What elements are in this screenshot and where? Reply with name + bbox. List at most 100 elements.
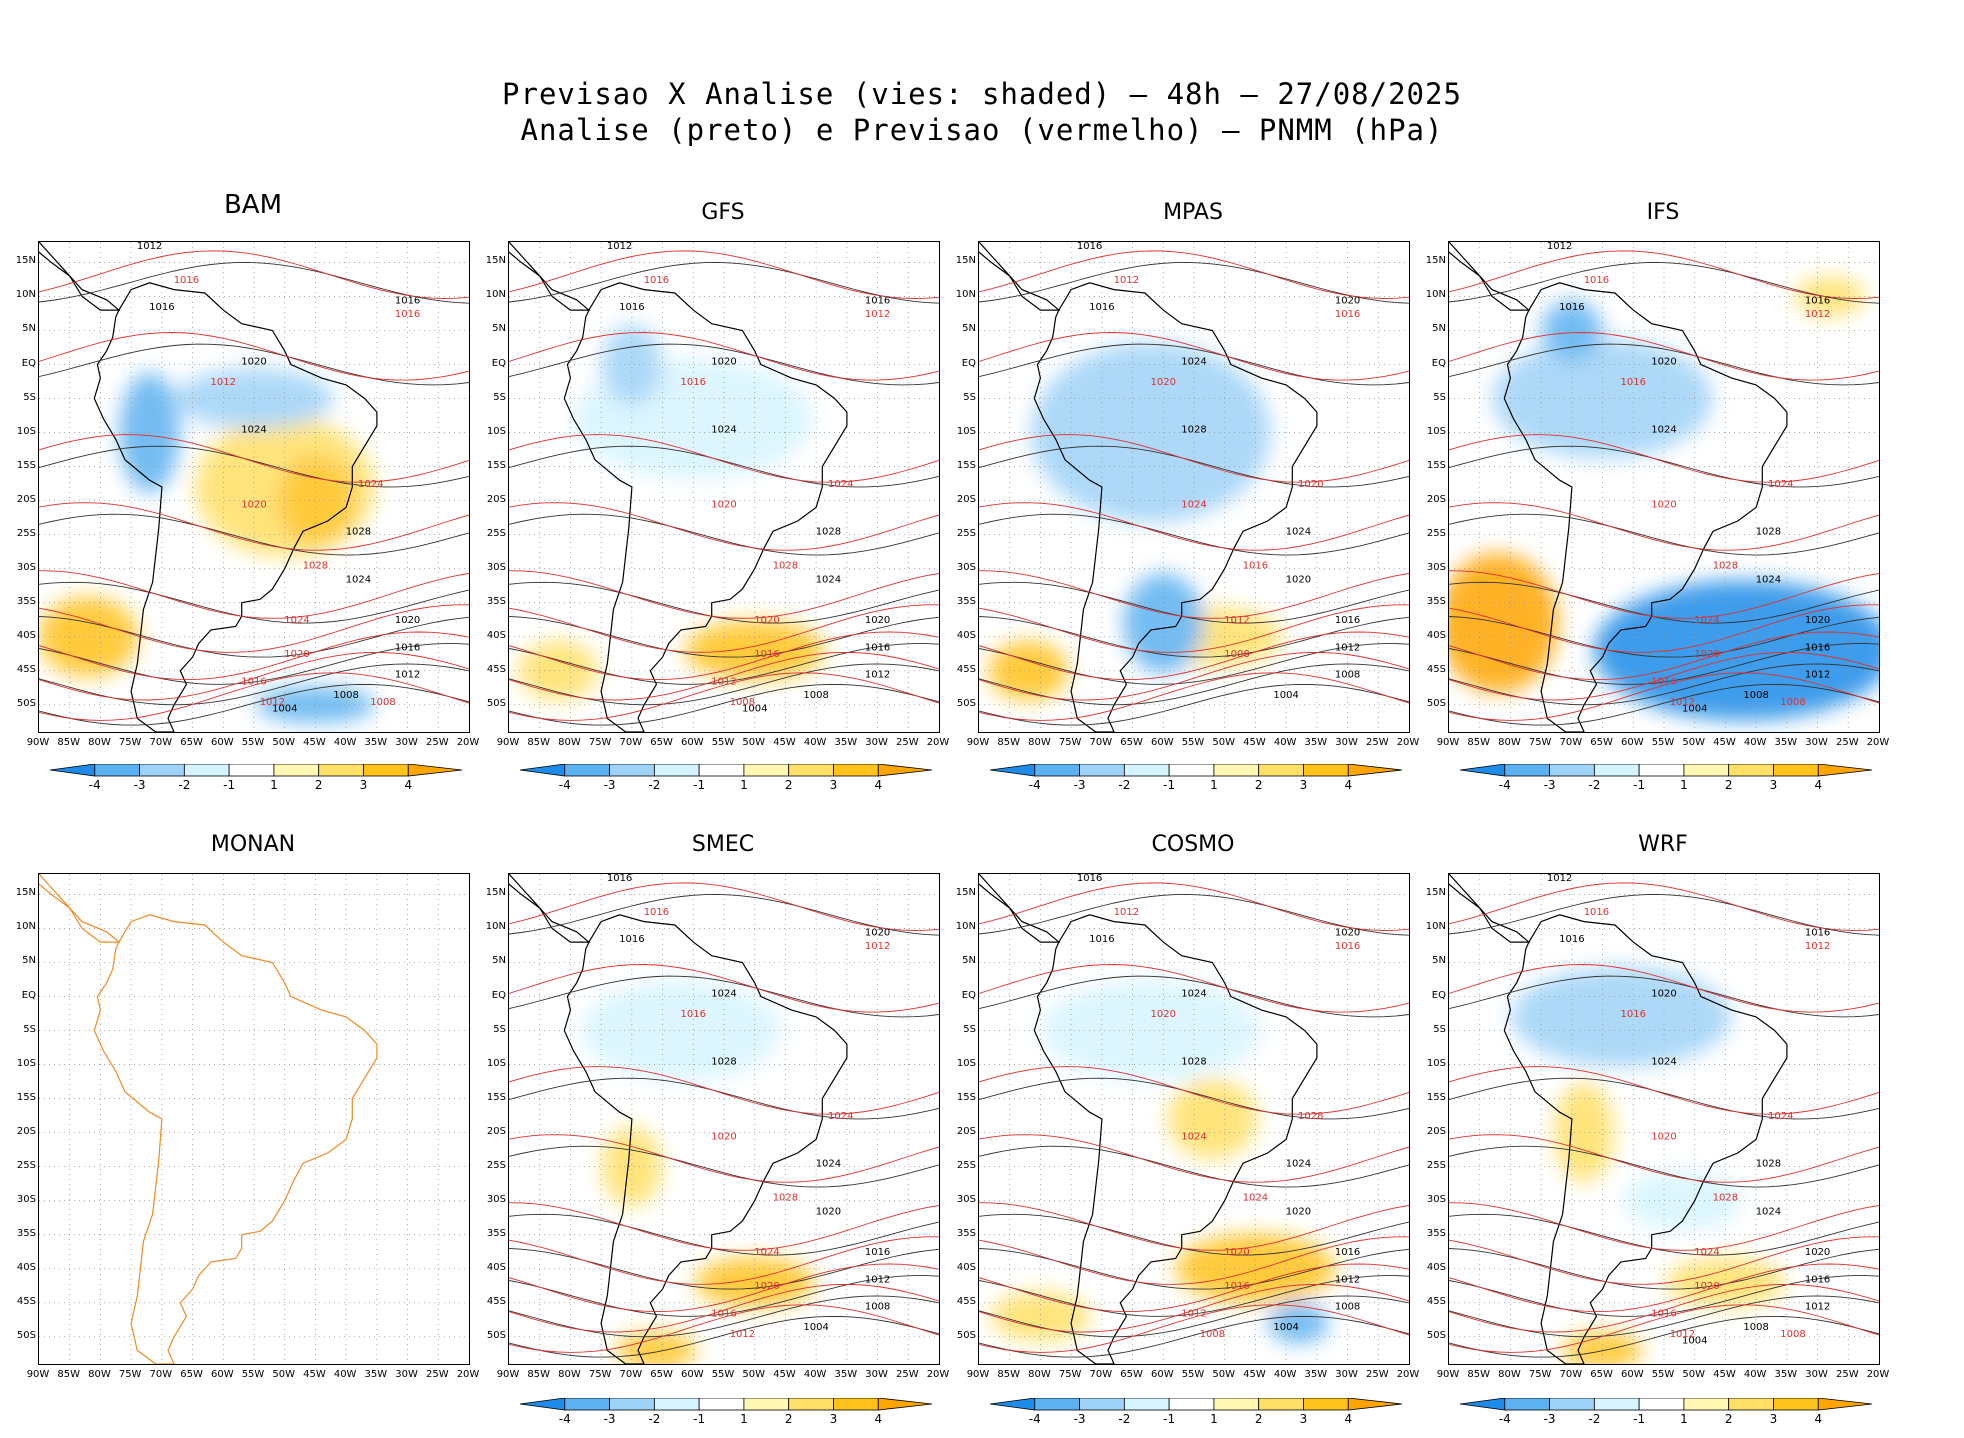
figure-title: Previsao X Analise (vies: shaded) – 48h …: [0, 76, 1964, 148]
lon-axis-ifs: 90W 85W 80W 75W 70W 65W 60W 55W 50W 45W 40W 35W 30W 2…: [1437, 737, 1890, 751]
colorbar-seg-cosmo-4: [1168, 1398, 1215, 1411]
lat-tick-wrf-1: 10N: [1425, 921, 1446, 933]
lon-tick-smec-12: 30W: [865, 1369, 888, 1380]
analysis-label-ifs-3: 1020: [1651, 357, 1676, 368]
colorbar-label-cosmo-5: 2: [1255, 1412, 1263, 1426]
lat-tick-monan-11: 40S: [16, 1261, 36, 1273]
colorbar-seg-bam-3: [183, 764, 230, 777]
analysis-label-ifs-10: 1008: [1743, 690, 1768, 701]
map-canvas-cosmo: 1016 1016 1020 1024 1028 1024 1020 1016 1012 1008…: [979, 874, 1409, 1364]
colorbar-seg-gfs-7: [833, 764, 879, 777]
lon-tick-monan-6: 60W: [210, 1369, 234, 1380]
colorbar-label-mpas-6: 3: [1300, 778, 1308, 792]
lat-tick-wrf-6: 15S: [1426, 1091, 1446, 1103]
lat-axis-monan: 15N 10N 5N EQ 5S 10S 15S 20S 25S 30S 35S 40S 45S 50S: [0, 873, 36, 1363]
lon-tick-bam-8: 50W: [272, 737, 296, 748]
lon-tick-smec-13: 25W: [895, 1369, 919, 1380]
forecast-label-ifs-7: 1020: [1694, 649, 1719, 660]
colorbar-label-cosmo-6: 3: [1300, 1412, 1308, 1426]
panel-title-mpas: MPAS: [1163, 200, 1223, 225]
colorbar-seg-wrf-5: [1683, 1398, 1730, 1411]
analysis-label-smec-6: 1020: [816, 1206, 841, 1217]
lat-tick-cosmo-0: 15N: [955, 887, 976, 899]
bias-shade-mpas-2: [988, 640, 1069, 701]
lat-tick-gfs-0: 15N: [485, 255, 506, 267]
lat-tick-mpas-3: EQ: [961, 357, 976, 369]
colorbar-seg-gfs-2: [609, 764, 655, 777]
lat-tick-gfs-11: 40S: [486, 629, 506, 641]
lon-tick-mpas-1: 85W: [997, 737, 1021, 748]
colorbar-seg-bam-6: [318, 764, 364, 777]
forecast-label-ifs-10: 1008: [1780, 697, 1805, 708]
colorbar-label-bam-0: -4: [89, 778, 101, 792]
lon-tick-monan-4: 70W: [149, 1369, 173, 1380]
lat-tick-gfs-13: 50S: [486, 697, 506, 709]
lat-tick-monan-2: 5N: [22, 955, 36, 967]
lat-tick-gfs-5: 10S: [486, 425, 506, 437]
forecast-label-wrf-2: 1016: [1621, 1009, 1646, 1020]
analysis-label-gfs-5: 1028: [816, 527, 841, 538]
lat-tick-cosmo-6: 15S: [956, 1091, 976, 1103]
forecast-label-wrf-1: 1012: [1805, 941, 1830, 952]
lon-tick-cosmo-11: 35W: [1304, 1369, 1328, 1380]
lat-tick-cosmo-8: 25S: [956, 1159, 976, 1171]
lat-tick-mpas-10: 35S: [956, 595, 976, 607]
panel-title-ifs: IFS: [1646, 200, 1680, 225]
bias-shade-cosmo-1: [1175, 1233, 1336, 1304]
bias-shade-smec-3: [616, 1332, 697, 1364]
analysis-label-mpas-1: 1016: [1089, 302, 1114, 313]
colorbar-seg-wrf-4: [1638, 1398, 1685, 1411]
forecast-label-bam-0: 1016: [174, 275, 199, 286]
map-canvas-mpas: 1016 1016 1020 1024 1028 1024 1020 1016 1012 1008…: [979, 242, 1409, 732]
lon-tick-ifs-13: 25W: [1835, 737, 1859, 748]
analysis-label-bam-5: 1028: [346, 527, 371, 538]
colorbar-label-smec-7: 4: [874, 1412, 882, 1426]
colorbar-label-bam-6: 3: [360, 778, 368, 792]
forecast-label-mpas-1: 1016: [1335, 309, 1360, 320]
bias-shade-cosmo-2: [1167, 1079, 1258, 1159]
title-line-2: Analise (preto) e Previsao (vermelho) – …: [520, 113, 1444, 147]
forecast-label-gfs-1: 1012: [865, 309, 890, 320]
forecast-label-gfs-9: 1008: [730, 697, 755, 708]
lat-axis-cosmo: 15N 10N 5N EQ 5S 10S 15S 20S 25S 30S 35S 40S 45S 50S: [940, 873, 976, 1363]
colorbar-label-smec-2: -2: [648, 1412, 660, 1426]
lon-tick-gfs-14: 20W: [926, 737, 950, 748]
coastline-mpas: [1033, 282, 1318, 732]
lon-tick-bam-11: 35W: [364, 737, 388, 748]
analysis-label-cosmo-9: 1008: [1335, 1302, 1360, 1313]
lat-tick-smec-10: 35S: [486, 1227, 506, 1239]
lon-tick-monan-1: 85W: [57, 1369, 81, 1380]
lon-tick-wrf-6: 60W: [1620, 1369, 1644, 1380]
colorbar-label-bam-3: -1: [223, 778, 235, 792]
colorbar-label-smec-4: 1: [740, 1412, 748, 1426]
lat-tick-bam-0: 15N: [15, 255, 36, 267]
colorbar-label-cosmo-7: 4: [1344, 1412, 1352, 1426]
analysis-label-cosmo-1: 1016: [1089, 934, 1114, 945]
lon-tick-cosmo-13: 25W: [1365, 1369, 1389, 1380]
colorbar-label-wrf-2: -2: [1588, 1412, 1600, 1426]
lat-tick-gfs-2: 5N: [492, 323, 506, 335]
forecast-label-bam-6: 1024: [284, 615, 309, 626]
map-panel-smec: 1016 1016 1020 1024 1028 1024 1020 1016 1012 1008…: [508, 873, 940, 1365]
analysis-label-wrf-0: 1012: [1547, 874, 1572, 884]
lon-tick-mpas-10: 40W: [1273, 737, 1297, 748]
lon-tick-cosmo-6: 60W: [1150, 1369, 1174, 1380]
forecast-label-bam-8: 1016: [241, 676, 266, 687]
map-canvas-wrf: 1012 1016 1016 1020 1024 1028 1024 1020 1016 1012…: [1449, 874, 1879, 1364]
analysis-label-wrf-11: 1004: [1682, 1336, 1707, 1347]
analysis-label-ifs-2: 1016: [1805, 295, 1830, 306]
colorbar-label-ifs-7: 4: [1814, 778, 1822, 792]
analysis-label-mpas-6: 1020: [1286, 574, 1311, 585]
colorbar-seg-bam-4: [228, 764, 275, 777]
forecast-label-bam-5: 1028: [303, 561, 328, 572]
lat-tick-mpas-6: 15S: [956, 459, 976, 471]
lat-tick-smec-5: 10S: [486, 1057, 506, 1069]
forecast-label-ifs-0: 1016: [1584, 275, 1609, 286]
colorbar-seg-smec-1: [564, 1398, 610, 1411]
lat-tick-bam-3: EQ: [21, 357, 36, 369]
analysis-label-cosmo-4: 1028: [1181, 1057, 1206, 1068]
bias-shade-bam-2: [275, 455, 356, 546]
analysis-label-gfs-8: 1016: [865, 642, 890, 653]
colorbar-seg-smec-3: [653, 1398, 700, 1411]
lon-tick-wrf-1: 85W: [1467, 1369, 1491, 1380]
